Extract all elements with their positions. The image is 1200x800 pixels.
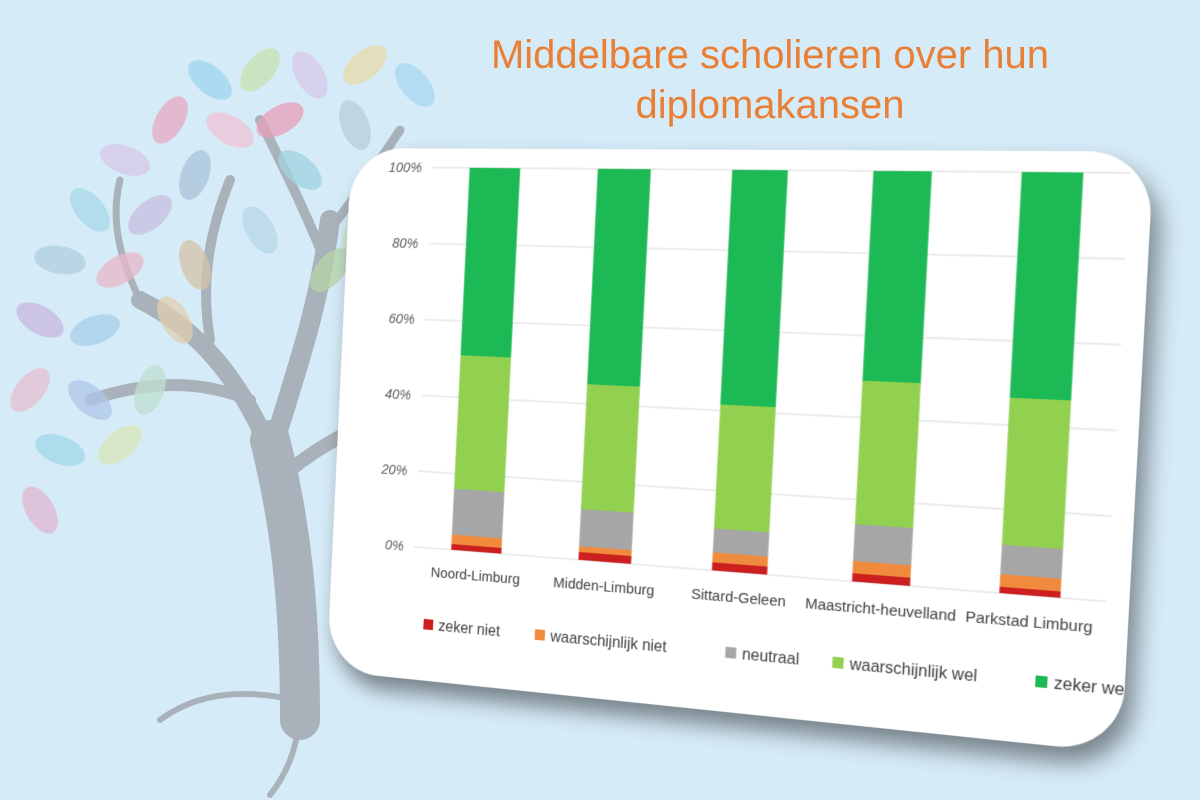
legend-label: zeker wel — [1053, 674, 1129, 700]
y-tick-label: 0% — [385, 537, 405, 554]
legend-label: waarschijnlijk wel — [848, 655, 978, 685]
bar-segment — [1000, 545, 1063, 579]
x-tick-label: Midden-Limburg — [553, 575, 655, 600]
x-tick-label: Maastricht-heuvelland — [805, 595, 957, 625]
bar-segment — [579, 509, 634, 550]
bar-segment — [853, 524, 913, 565]
bar-segment — [713, 528, 769, 556]
title-line-2: diplomakansen — [430, 80, 1110, 130]
legend-swatch — [423, 619, 433, 630]
chart-card: 0% 20% 40% 60% 80% 100% Noord-Limburg Midden-Li… — [327, 148, 1154, 753]
legend-label: neutraal — [742, 646, 800, 669]
page-title: Middelbare scholieren over hun diplomaka… — [430, 30, 1110, 130]
bar-segment — [720, 170, 788, 407]
bar-segment — [1002, 398, 1071, 549]
legend-swatch — [535, 629, 546, 641]
legend-swatch — [1035, 675, 1048, 688]
legend-swatch — [725, 647, 736, 659]
legend-label: waarschijnlijk niet — [549, 628, 668, 657]
bar-segment — [855, 381, 921, 528]
y-tick-label: 80% — [392, 236, 419, 252]
y-tick-label: 20% — [380, 462, 408, 480]
bar-segment — [587, 169, 651, 387]
y-tick-label: 40% — [385, 386, 412, 403]
title-line-1: Middelbare scholieren over hun — [430, 30, 1110, 80]
x-tick-label: Parkstad Limburg — [965, 609, 1093, 637]
stacked-bar-chart: 0% 20% 40% 60% 80% 100% Noord-Limburg Midden-Li… — [327, 148, 1154, 753]
bar-segment — [461, 168, 521, 358]
legend-label: zeker niet — [438, 618, 501, 641]
y-tick-label: 60% — [388, 311, 415, 328]
x-tick-label: Sittard-Geleen — [691, 586, 786, 611]
bar-segment — [714, 404, 776, 532]
bar-segment — [454, 355, 511, 492]
y-tick-label: 100% — [388, 160, 422, 176]
legend-swatch — [832, 657, 844, 669]
bar-segment — [581, 384, 640, 513]
bar-segment — [1010, 172, 1084, 400]
bar-segment — [863, 171, 932, 383]
bar-segment — [452, 489, 504, 539]
x-tick-label: Noord-Limburg — [430, 565, 520, 589]
